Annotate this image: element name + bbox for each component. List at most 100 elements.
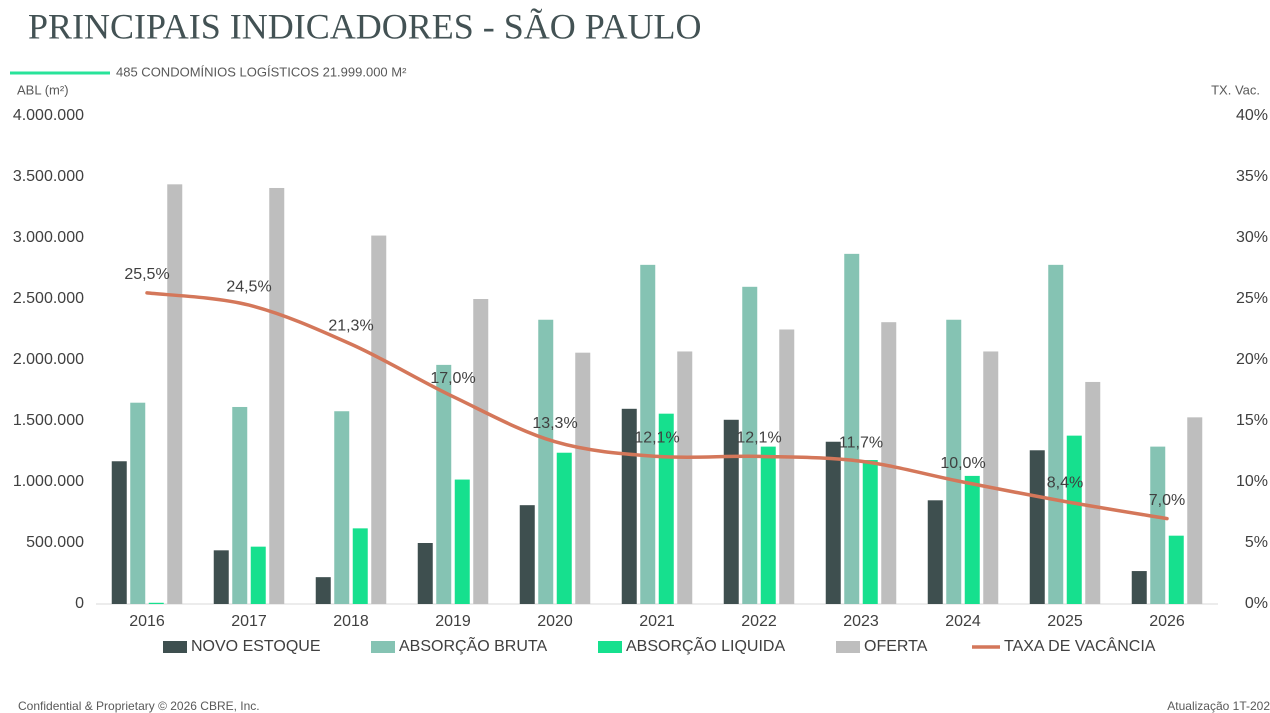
bar bbox=[964, 475, 980, 604]
bar bbox=[250, 546, 266, 604]
x-tick-label: 2023 bbox=[843, 613, 879, 630]
bar bbox=[315, 577, 331, 604]
bar bbox=[983, 351, 999, 604]
bar bbox=[130, 402, 146, 604]
x-tick-label: 2021 bbox=[639, 613, 675, 630]
bar bbox=[417, 543, 433, 604]
legend-swatch bbox=[371, 641, 395, 653]
footer-left: Confidential & Proprietary © 2026 CBRE, … bbox=[18, 699, 260, 713]
y2-axis-title: TX. Vac. bbox=[1211, 82, 1260, 97]
y2-tick-label: 5% bbox=[1245, 534, 1268, 551]
legend-swatch bbox=[598, 641, 622, 653]
bar bbox=[760, 446, 776, 604]
y2-tick-label: 0% bbox=[1245, 595, 1268, 612]
y-tick-label: 2.000.000 bbox=[13, 351, 84, 368]
y2-tick-label: 10% bbox=[1236, 473, 1268, 490]
x-tick-label: 2017 bbox=[231, 613, 267, 630]
y2-tick-label: 25% bbox=[1236, 290, 1268, 307]
legend-label: TAXA DE VACÂNCIA bbox=[1004, 636, 1156, 655]
y-tick-label: 1.000.000 bbox=[13, 473, 84, 490]
legend-swatch bbox=[836, 641, 860, 653]
bar bbox=[779, 329, 795, 604]
bar bbox=[742, 286, 758, 604]
bar bbox=[825, 441, 841, 604]
y-tick-label: 2.500.000 bbox=[13, 290, 84, 307]
bar bbox=[677, 351, 693, 604]
y-axis-title: ABL (m²) bbox=[17, 82, 69, 97]
data-label: 8,4% bbox=[1047, 475, 1083, 492]
data-label: 11,7% bbox=[839, 434, 883, 451]
bar bbox=[269, 187, 285, 605]
bar bbox=[436, 364, 452, 604]
bar bbox=[1048, 264, 1064, 604]
y-tick-label: 1.500.000 bbox=[13, 412, 84, 429]
y-tick-label: 3.500.000 bbox=[13, 168, 84, 185]
bar bbox=[640, 264, 656, 604]
data-label: 24,5% bbox=[226, 278, 271, 295]
bar bbox=[519, 505, 535, 604]
bar bbox=[1131, 571, 1147, 604]
bar bbox=[473, 299, 489, 604]
data-label: 10,0% bbox=[940, 455, 985, 472]
x-tick-label: 2016 bbox=[129, 613, 165, 630]
bar bbox=[1029, 450, 1045, 604]
x-tick-label: 2022 bbox=[741, 613, 777, 630]
bar bbox=[1085, 381, 1101, 604]
footer-right: Atualização 1T-202 bbox=[1167, 699, 1270, 713]
bar bbox=[111, 461, 127, 604]
y-tick-label: 3.000.000 bbox=[13, 229, 84, 246]
bar bbox=[334, 411, 350, 604]
bar bbox=[1150, 446, 1166, 604]
y2-tick-label: 20% bbox=[1236, 351, 1268, 368]
bar bbox=[352, 528, 368, 604]
y2-tick-label: 15% bbox=[1236, 412, 1268, 429]
x-tick-label: 2025 bbox=[1047, 613, 1083, 630]
bar bbox=[232, 406, 248, 604]
legend-label: ABSORÇÃO LIQUIDA bbox=[626, 635, 785, 655]
bar bbox=[556, 452, 572, 604]
x-tick-label: 2020 bbox=[537, 613, 573, 630]
legend-label: NOVO ESTOQUE bbox=[191, 638, 321, 655]
bar bbox=[148, 602, 164, 604]
bar bbox=[881, 322, 897, 604]
legend-label: OFERTA bbox=[864, 638, 928, 655]
x-tick-label: 2018 bbox=[333, 613, 369, 630]
bar bbox=[1187, 417, 1203, 604]
y-tick-label: 0 bbox=[75, 595, 84, 612]
bar bbox=[621, 408, 637, 604]
line bbox=[145, 291, 1169, 521]
data-label: 7,0% bbox=[1149, 492, 1185, 509]
x-tick-label: 2026 bbox=[1149, 613, 1185, 630]
x-tick-label: 2024 bbox=[945, 613, 981, 630]
data-label: 17,0% bbox=[430, 370, 475, 387]
bar bbox=[167, 184, 183, 604]
data-label: 13,3% bbox=[532, 415, 577, 432]
y2-tick-label: 30% bbox=[1236, 229, 1268, 246]
chart-title: PRINCIPAIS INDICADORES - SÃO PAULO bbox=[28, 6, 701, 46]
bar bbox=[454, 479, 470, 604]
data-label: 21,3% bbox=[328, 317, 373, 334]
bar bbox=[1168, 535, 1184, 604]
y-tick-label: 500.000 bbox=[26, 534, 84, 551]
bar bbox=[658, 413, 674, 604]
bar bbox=[946, 319, 962, 604]
data-label: 25,5% bbox=[124, 266, 169, 283]
bar bbox=[538, 319, 554, 604]
bar bbox=[927, 500, 943, 604]
y2-tick-label: 35% bbox=[1236, 168, 1268, 185]
y2-tick-label: 40% bbox=[1236, 107, 1268, 124]
bar bbox=[862, 460, 878, 604]
bar bbox=[723, 419, 739, 604]
bar bbox=[1066, 435, 1082, 604]
legend-label: ABSORÇÃO BRUTA bbox=[399, 635, 548, 655]
bar bbox=[575, 352, 591, 604]
bar bbox=[213, 550, 229, 604]
data-label: 12,1% bbox=[634, 430, 679, 447]
y-tick-label: 4.000.000 bbox=[13, 107, 84, 124]
data-label: 12,1% bbox=[736, 430, 781, 447]
subtitle: 485 CONDOMÍNIOS LOGÍSTICOS 21.999.000 M² bbox=[116, 64, 407, 79]
legend-swatch bbox=[163, 641, 187, 653]
x-tick-label: 2019 bbox=[435, 613, 471, 630]
bar bbox=[371, 235, 387, 604]
